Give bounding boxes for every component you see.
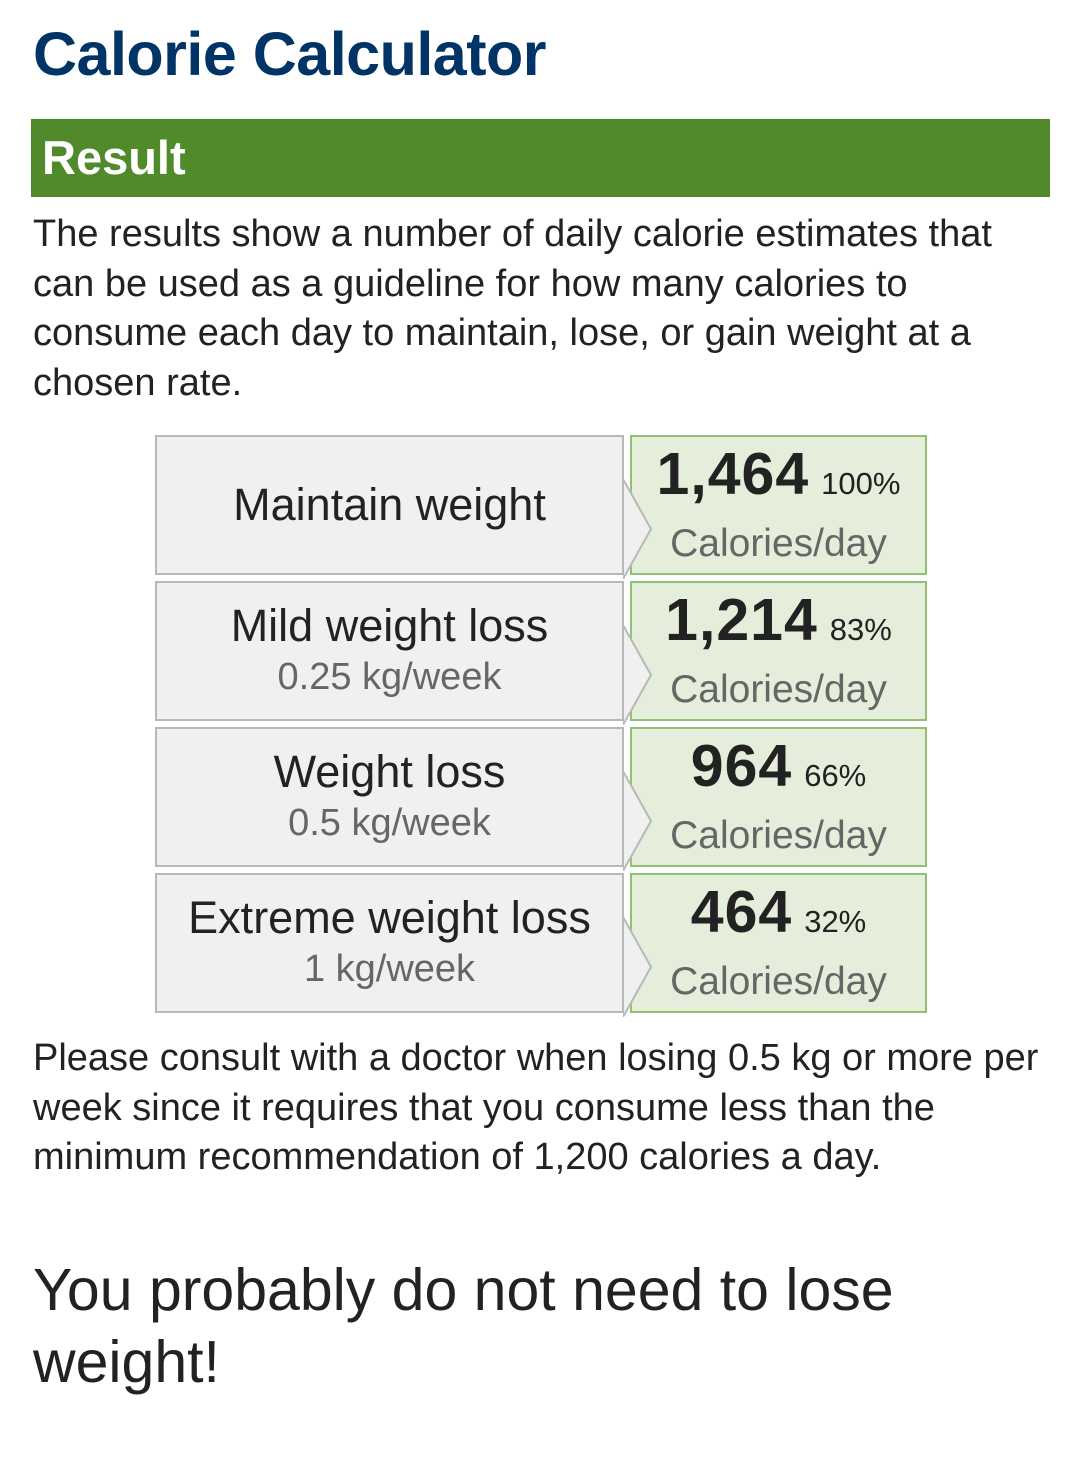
calorie-percent: 83%: [829, 612, 892, 647]
calorie-value: 964: [690, 733, 793, 799]
calorie-line: 1,464 100%: [657, 443, 901, 521]
result-section-header: Result: [31, 119, 1050, 197]
chevron-right-icon: [623, 625, 653, 725]
calorie-cell: 1,464 100% Calories/day: [630, 435, 927, 575]
goal-cell: Extreme weight loss 1 kg/week: [155, 873, 624, 1013]
calorie-cell: 464 32% Calories/day: [630, 873, 927, 1013]
calorie-percent: 100%: [821, 466, 901, 501]
goal-rate: 0.25 kg/week: [277, 656, 502, 698]
result-row-extreme-weight-loss: Extreme weight loss 1 kg/week 464 32% Cal…: [155, 873, 927, 1017]
goal-name: Weight loss: [273, 746, 506, 797]
goal-cell: Maintain weight: [155, 435, 624, 575]
calorie-value: 1,214: [665, 587, 818, 653]
calorie-value: 1,464: [656, 441, 810, 507]
chevron-right-icon: [623, 479, 653, 579]
chevron-right-icon: [623, 917, 653, 1017]
goal-cell: Weight loss 0.5 kg/week: [155, 727, 624, 867]
result-intro-text: The results show a number of daily calor…: [33, 213, 992, 404]
calorie-percent: 32%: [804, 904, 867, 939]
goal-name: Extreme weight loss: [188, 892, 591, 943]
goal-cell: Mild weight loss 0.25 kg/week: [155, 581, 624, 721]
goal-rate: 1 kg/week: [303, 948, 476, 990]
result-header-label: Result: [42, 131, 186, 184]
calorie-value: 464: [690, 879, 793, 945]
calorie-cell: 964 66% Calories/day: [630, 727, 927, 867]
calorie-cell: 1,214 83% Calories/day: [630, 581, 927, 721]
result-row-mild-weight-loss: Mild weight loss 0.25 kg/week 1,214 83% C…: [155, 581, 927, 725]
chevron-right-icon: [623, 771, 653, 871]
doctor-warning-text: Please consult with a doctor when losing…: [33, 1037, 1039, 1178]
goal-rate: 0.5 kg/week: [288, 802, 491, 844]
goal-name: Mild weight loss: [230, 600, 549, 651]
calorie-unit: Calories/day: [670, 960, 887, 1003]
result-row-maintain-weight: Maintain weight 1,464 100% Calories/day: [155, 435, 927, 579]
conclusion-text: You probably do not need to lose weight!: [33, 1257, 894, 1395]
calorie-unit: Calories/day: [670, 668, 887, 711]
page-title: Calorie Calculator: [33, 20, 547, 88]
goal-name: Maintain weight: [233, 479, 546, 530]
calorie-line: 464 32%: [691, 881, 867, 959]
calorie-unit: Calories/day: [670, 522, 887, 565]
calorie-line: 1,214 83%: [665, 589, 892, 667]
calorie-percent: 66%: [804, 758, 867, 793]
calorie-unit: Calories/day: [670, 814, 887, 857]
result-row-weight-loss: Weight loss 0.5 kg/week 964 66% Calories/…: [155, 727, 927, 871]
calorie-line: 964 66%: [691, 735, 867, 813]
